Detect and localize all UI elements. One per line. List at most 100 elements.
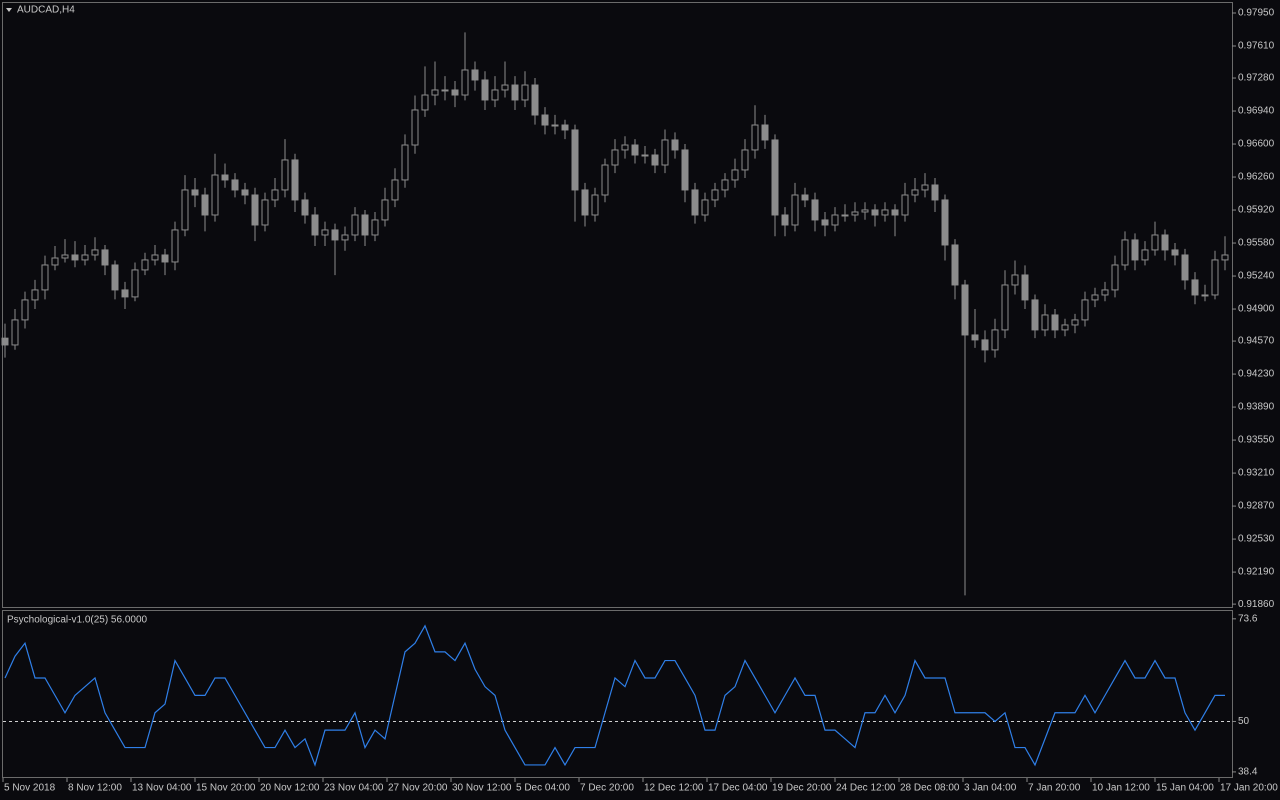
candle-body — [451, 89, 459, 96]
indicator-panel-frame — [2, 610, 1233, 778]
candle-body — [891, 209, 899, 216]
candle-body — [21, 299, 29, 321]
y-tick-label: 0.96260 — [1238, 172, 1275, 183]
candle-body — [411, 109, 419, 146]
candle-body — [731, 169, 739, 181]
candle-body — [351, 214, 359, 236]
candle-body — [851, 211, 859, 216]
candle-body — [581, 189, 589, 216]
x-tick-label: 12 Dec 12:00 — [644, 783, 704, 794]
x-tick-label: 5 Nov 2018 — [4, 783, 56, 794]
candle-body — [911, 189, 919, 196]
y-tick-label: 0.92190 — [1238, 567, 1275, 578]
candle-body — [781, 214, 789, 226]
candle-body — [1071, 319, 1079, 326]
candle-body — [661, 139, 669, 166]
price-panel-frame — [2, 2, 1233, 608]
x-tick-label: 19 Dec 20:00 — [772, 783, 832, 794]
candle-body — [111, 264, 119, 291]
candle-body — [1, 337, 9, 346]
x-tick-label: 17 Jan 20:00 — [1220, 783, 1278, 794]
candle-body — [121, 289, 129, 298]
candle-body — [461, 69, 469, 96]
candle-body — [191, 189, 199, 196]
y-tick-label: 0.96600 — [1238, 139, 1275, 150]
candle-body — [1221, 254, 1229, 261]
candle-body — [711, 189, 719, 201]
x-tick-label: 15 Nov 20:00 — [196, 783, 256, 794]
candle-body — [161, 254, 169, 263]
candle-body — [481, 79, 489, 101]
candle-body — [631, 144, 639, 156]
y-tick-label: 0.97280 — [1238, 73, 1275, 84]
candle-body — [931, 184, 939, 201]
candle-body — [601, 164, 609, 196]
candle-body — [291, 159, 299, 201]
candle-body — [541, 114, 549, 126]
candle-body — [301, 199, 309, 216]
candle-body — [831, 214, 839, 226]
candle-body — [611, 149, 619, 166]
candle-body — [821, 219, 829, 226]
candle-body — [281, 159, 289, 191]
y-tick-label: 0.92530 — [1238, 534, 1275, 545]
candle-body — [1211, 259, 1219, 296]
candle-body — [211, 174, 219, 216]
candle-body — [971, 334, 979, 341]
x-tick-label: 10 Jan 12:00 — [1092, 783, 1150, 794]
candle-body — [621, 144, 629, 151]
candle-body — [1131, 239, 1139, 261]
candle-body — [1121, 239, 1129, 266]
candle-body — [1171, 249, 1179, 256]
candle-body — [321, 229, 329, 236]
candle-body — [91, 249, 99, 256]
candle-body — [381, 199, 389, 221]
candle-body — [341, 234, 349, 241]
symbol-title: AUDCAD,H4 — [17, 5, 75, 16]
x-tick-label: 24 Dec 12:00 — [836, 783, 896, 794]
y-tick-label: 0.95920 — [1238, 205, 1275, 216]
candle-body — [681, 149, 689, 191]
candle-body — [1051, 314, 1059, 331]
candle-body — [571, 129, 579, 191]
candle-body — [151, 254, 159, 261]
candle-body — [551, 124, 559, 127]
indicator-title: Psychological-v1.0(25) 56.0000 — [7, 615, 148, 626]
y-tick-label: 50 — [1238, 716, 1250, 727]
candle-body — [1001, 284, 1009, 331]
x-tick-label: 8 Nov 12:00 — [68, 783, 122, 794]
candle-body — [1141, 249, 1149, 261]
indicator-line — [4, 624, 1225, 767]
candle-body — [101, 249, 109, 266]
candle-body — [421, 94, 429, 111]
candle-body — [691, 189, 699, 216]
candle-body — [271, 189, 279, 201]
candle-body — [261, 199, 269, 226]
candle-body — [801, 194, 809, 201]
candle-body — [701, 199, 709, 216]
candle-body — [791, 194, 799, 226]
candle-body — [1161, 234, 1169, 251]
candle-body — [1061, 324, 1069, 331]
candle-body — [221, 174, 229, 181]
candle-body — [521, 84, 529, 101]
candle-body — [1151, 234, 1159, 251]
candle-body — [771, 139, 779, 216]
candle-body — [11, 319, 19, 346]
candle-body — [171, 229, 179, 263]
candle-body — [371, 219, 379, 236]
candle-body — [511, 84, 519, 101]
candle-body — [841, 214, 849, 217]
candle-body — [721, 179, 729, 191]
y-tick-label: 73.6 — [1238, 613, 1258, 624]
y-tick-label: 0.94570 — [1238, 336, 1275, 347]
candle-body — [881, 209, 889, 216]
y-tick-label: 0.93550 — [1238, 435, 1275, 446]
y-tick-label: 0.93890 — [1238, 402, 1275, 413]
x-tick-label: 13 Nov 04:00 — [132, 783, 192, 794]
candle-body — [961, 284, 969, 336]
x-tick-label: 7 Jan 20:00 — [1028, 783, 1081, 794]
y-tick-label: 0.95240 — [1238, 271, 1275, 282]
symbol-menu-arrow[interactable] — [6, 8, 12, 12]
